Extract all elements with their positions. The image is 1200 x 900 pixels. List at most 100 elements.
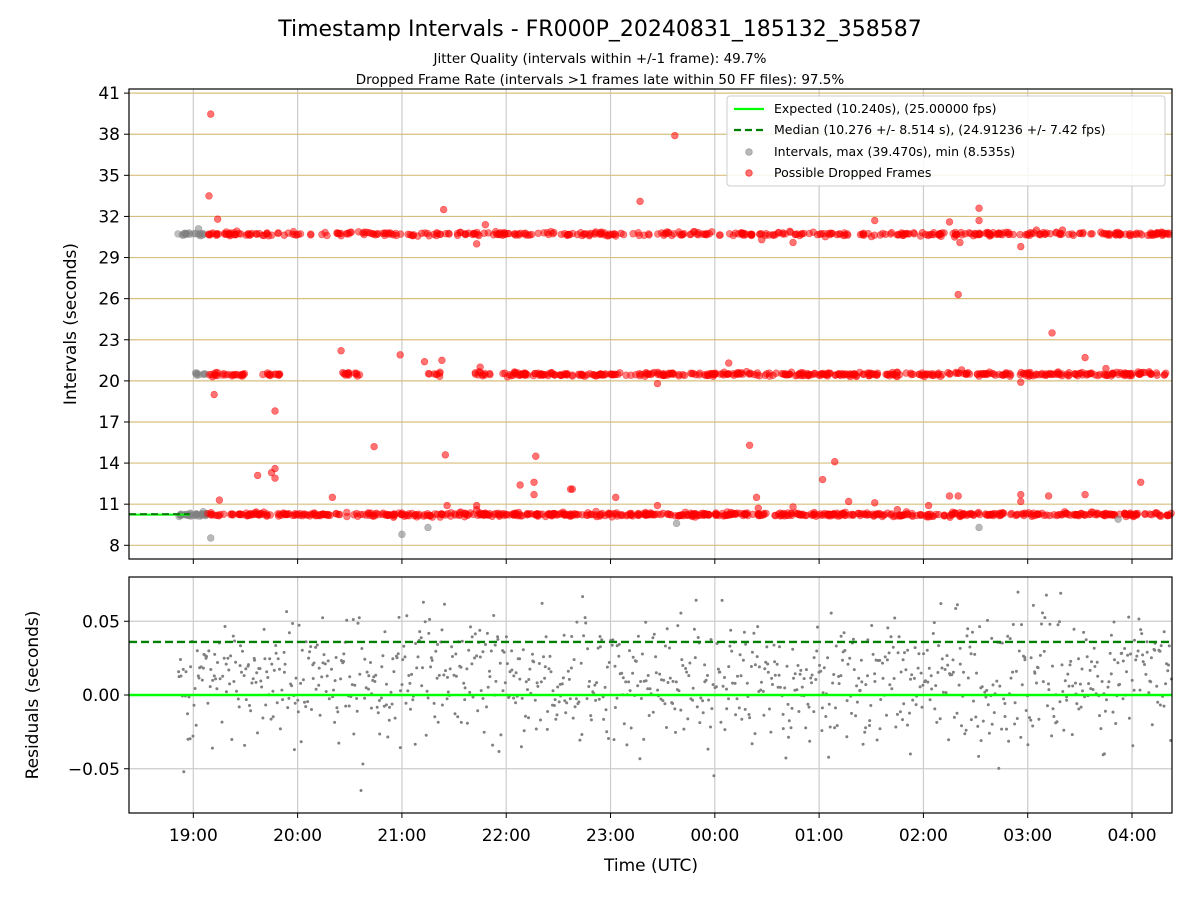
dropped-frame-point: [958, 231, 966, 239]
residual-point: [1131, 744, 1135, 748]
residual-point: [563, 699, 567, 703]
dropped-frame-point: [840, 229, 849, 237]
residual-point: [1109, 672, 1113, 676]
residual-point: [964, 728, 968, 732]
residual-point: [866, 674, 869, 678]
residual-point: [597, 697, 601, 701]
residual-point: [899, 670, 903, 674]
residual-point: [677, 689, 681, 693]
residual-point: [917, 652, 921, 656]
residual-point: [233, 639, 237, 643]
dropped-frame-point: [563, 370, 571, 378]
dropped-frame-point: [263, 512, 271, 520]
residual-point: [1075, 702, 1079, 706]
residual-point: [197, 676, 201, 680]
residual-point: [901, 718, 904, 722]
residual-point: [1003, 702, 1007, 705]
dropped-frame-point: [1163, 512, 1172, 520]
residual-point: [762, 713, 766, 717]
residual-point: [494, 679, 498, 683]
residual-point: [712, 774, 716, 778]
residual-point: [416, 655, 420, 659]
residual-point: [182, 770, 186, 774]
residual-point: [772, 643, 776, 647]
residual-point: [1130, 678, 1134, 682]
residual-point: [638, 757, 642, 761]
interval-point: [197, 510, 206, 519]
residual-point: [342, 660, 346, 663]
dropped-frame-point: [998, 371, 1007, 379]
residual-point: [250, 681, 254, 685]
residual-point: [826, 656, 830, 660]
residual-point: [809, 676, 813, 680]
dropped-frame-point: [1137, 368, 1145, 377]
residual-point: [388, 705, 391, 709]
dropped-frame-point: [991, 371, 999, 379]
residual-point: [710, 707, 714, 711]
dropped-frame-point: [253, 471, 262, 480]
dropped-frame-point: [844, 497, 853, 506]
residual-point: [903, 651, 906, 655]
residual-point: [610, 643, 614, 647]
dropped-frame-point: [945, 492, 954, 500]
legend-intervals-label: Intervals, max (39.470s), min (8.535s): [774, 144, 1015, 159]
dropped-frame-point: [1107, 372, 1115, 380]
residual-point: [837, 682, 841, 686]
dropped-frame-point: [715, 231, 724, 239]
dropped-frame-point: [984, 370, 992, 378]
dropped-frame-point: [692, 371, 700, 379]
residual-point: [781, 712, 785, 716]
residual-point: [473, 656, 476, 660]
dropped-frame-point: [246, 510, 255, 519]
dropped-frame-point: [502, 511, 511, 519]
residual-point: [577, 700, 581, 704]
residual-point: [442, 673, 446, 677]
dropped-frame-point: [244, 229, 253, 238]
residual-point: [1120, 651, 1124, 655]
dropped-frame-point: [1081, 353, 1089, 362]
residual-point: [906, 648, 910, 652]
residual-point: [963, 732, 967, 736]
residual-point: [383, 630, 387, 634]
residual-point: [960, 724, 963, 728]
y-tick-label: 23: [98, 331, 120, 351]
dropped-frame-point: [265, 370, 273, 379]
residual-point: [921, 683, 925, 687]
dropped-frame-point: [956, 512, 964, 521]
residual-point: [1080, 667, 1084, 671]
residual-point: [475, 654, 479, 658]
residual-point: [314, 687, 318, 691]
residual-point: [909, 677, 912, 681]
dropped-frame-point: [644, 370, 652, 378]
dropped-frame-point: [724, 370, 733, 378]
intervals-y-ticks: 8 11 14 17 20 23 26 29 32 35 38 41: [98, 84, 129, 556]
residual-point: [213, 652, 217, 656]
residual-point: [598, 635, 602, 638]
residual-point: [575, 620, 579, 624]
residual-point: [739, 674, 743, 678]
residual-point: [821, 691, 825, 695]
residual-point: [410, 672, 414, 676]
residual-point: [265, 670, 269, 674]
residual-point: [223, 625, 227, 628]
residual-point: [336, 710, 340, 714]
dropped-frame-point: [903, 509, 911, 518]
residual-point: [544, 635, 548, 639]
residual-point: [540, 601, 544, 605]
residual-point: [427, 631, 431, 635]
residual-point: [1013, 701, 1017, 705]
residual-point: [954, 607, 958, 610]
dropped-frame-point: [1016, 230, 1024, 239]
residual-point: [795, 688, 799, 692]
residual-point: [851, 637, 855, 641]
residual-point: [1098, 714, 1101, 718]
residual-point: [810, 681, 813, 685]
residual-point: [434, 649, 438, 653]
dropped-frame-point: [787, 510, 795, 518]
residual-point: [631, 671, 635, 675]
residual-point: [191, 734, 195, 738]
residual-point: [1020, 683, 1024, 687]
residual-point: [1071, 684, 1075, 688]
residual-point: [628, 689, 632, 693]
residual-point: [1017, 649, 1021, 653]
